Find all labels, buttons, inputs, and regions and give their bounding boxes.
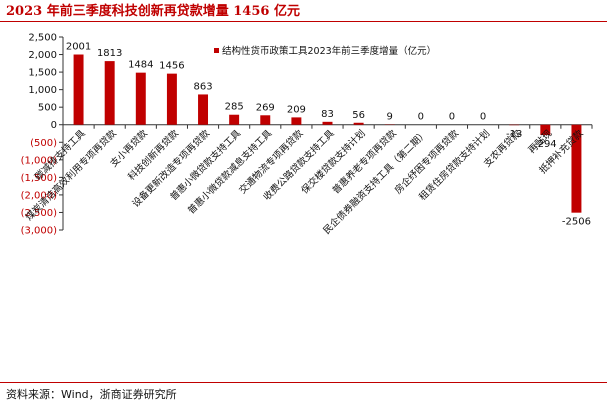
data-label: 1813 xyxy=(97,48,122,59)
page-title: 2023 年前三季度科技创新再贷款增量 1456 亿元 xyxy=(6,4,300,19)
data-label: 1456 xyxy=(159,61,184,72)
bar xyxy=(73,54,84,125)
value-labels: 2001 1813 1484 1456 863 285 269 209 83 56 9 0 0 0 -13 -… xyxy=(66,42,591,228)
legend: 结构性货币政策工具2023年前三季度增量（亿元） xyxy=(214,45,436,57)
bar-chart: 2,500 2,000 1,500 1,000 500 0 (500) (1,000) (1,5… xyxy=(21,33,593,237)
bar xyxy=(322,121,333,125)
data-label: 0 xyxy=(418,112,424,123)
data-label: 2001 xyxy=(66,42,91,53)
data-label: 1484 xyxy=(128,60,153,71)
source-note: 资料来源：Wind，浙商证券研究所 xyxy=(6,388,177,401)
bar xyxy=(229,114,240,125)
bar xyxy=(353,122,364,125)
y-tick-label: 1,000 xyxy=(28,85,57,96)
y-tick-label: (3,000) xyxy=(21,226,58,237)
footer-divider xyxy=(0,382,607,383)
y-tick-label: (2,000) xyxy=(21,190,58,201)
bar xyxy=(260,115,271,125)
y-tick-label: 1,500 xyxy=(28,68,57,79)
bar xyxy=(166,73,177,125)
title-divider xyxy=(0,21,607,22)
data-label: 0 xyxy=(449,112,455,123)
data-label: 209 xyxy=(287,104,306,115)
data-label: 56 xyxy=(352,110,365,121)
data-label: -2506 xyxy=(562,217,591,228)
x-axis-labels: 碳减排支持工具煤炭清洁高效利用专项再贷款支小再贷款科技创新再贷款设备更新改造专项… xyxy=(23,127,586,237)
y-axis: 2,500 2,000 1,500 1,000 500 0 (500) (1,000) (1,5… xyxy=(21,33,593,237)
y-tick-label: (1,000) xyxy=(21,155,58,166)
bar xyxy=(135,72,146,125)
data-label: -294 xyxy=(534,139,557,150)
data-label: 9 xyxy=(387,111,393,122)
bar xyxy=(571,124,582,213)
legend-swatch xyxy=(214,48,219,53)
data-label: 863 xyxy=(193,81,212,92)
bars xyxy=(73,54,582,213)
y-tick-label: 0 xyxy=(51,120,57,131)
data-label: -13 xyxy=(506,129,522,140)
y-tick-label: (2,500) xyxy=(21,208,58,219)
data-label: 0 xyxy=(480,112,486,123)
bar xyxy=(104,61,115,125)
y-tick-label: (1,500) xyxy=(21,173,58,184)
data-label: 285 xyxy=(225,102,244,113)
bar xyxy=(540,124,551,136)
y-tick-label: 500 xyxy=(38,103,57,114)
data-label: 83 xyxy=(321,109,334,120)
y-tick-label: (500) xyxy=(30,138,57,149)
legend-label: 结构性货币政策工具2023年前三季度增量（亿元） xyxy=(222,45,436,57)
y-tick-label: 2,000 xyxy=(28,50,57,61)
bar xyxy=(291,117,302,125)
y-tick-label: 2,500 xyxy=(28,33,57,44)
bar xyxy=(198,94,209,125)
data-label: 269 xyxy=(256,102,275,113)
